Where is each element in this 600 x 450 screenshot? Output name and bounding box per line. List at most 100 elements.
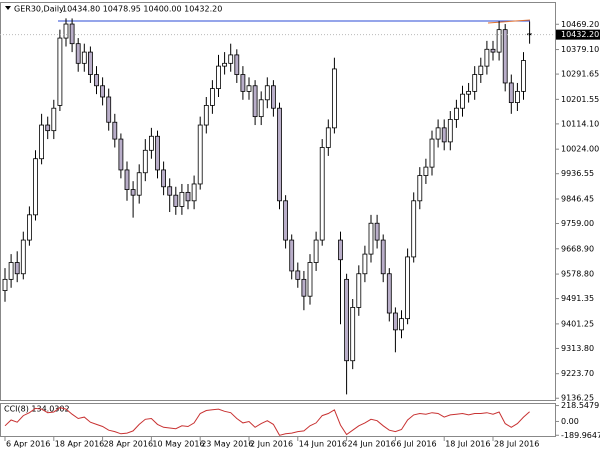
candle-body [270,85,276,109]
candle-body [429,138,435,168]
candle-body [246,85,252,92]
candle-body [405,256,411,320]
candle-body [478,65,484,75]
candle-body [161,169,167,188]
candle-body [362,253,368,275]
candle-body [508,82,514,104]
candle-body [435,127,441,140]
candle-body [45,124,51,132]
x-tick-label: 14 Jun 2016 [299,440,347,449]
main-panel [0,2,556,401]
candle-body [240,74,246,92]
candle-body [301,278,307,297]
y-tick-label: 10114.10 [561,119,599,128]
candle-body [466,90,472,95]
candle-body [130,189,136,196]
candle-body [8,262,14,280]
symbol: GER30,Daily [14,5,64,14]
candle-body [203,105,209,126]
candle-body [124,169,130,190]
candle-body [460,93,465,109]
candle-body [350,307,356,362]
candle-body [88,51,93,75]
candle-body [234,54,240,75]
candle-body [325,127,331,148]
indicator-tick-label: -189.9647 [561,431,600,440]
candle-body [173,194,179,207]
x-tick-label: 6 Apr 2016 [6,440,50,449]
candle-body [112,121,118,140]
candle-body [252,85,258,118]
y-tick-label: 9936.55 [561,169,594,178]
ohlc-header: 10434.80 10478.95 10400.00 10432.20 [62,5,222,14]
y-tick-label: 10469.20 [561,20,599,29]
indicator-line [4,407,530,436]
candle-body [39,124,44,160]
candle-body [417,175,423,202]
candle-body [75,43,81,64]
y-tick-label: 9136.25 [561,394,594,403]
candle-body [57,37,63,106]
x-tick-label: 2 Jun 2016 [250,440,293,449]
candle-body [447,119,453,143]
candle-body [313,239,319,263]
candle-body [423,166,429,176]
candle-body [106,96,112,123]
candle-body [277,107,282,202]
candle-body [338,239,343,261]
candle-body [2,278,8,291]
candle-body [14,262,20,275]
candle-body [289,239,295,272]
candle-body [216,65,221,89]
candle-body [222,62,228,67]
candle-body [515,90,520,104]
y-tick-label: 10201.55 [561,95,599,104]
x-tick-label: 10 May 2016 [152,440,204,449]
candle-body [472,74,478,92]
candle-body [411,200,417,258]
candle-body [69,23,75,45]
current-price-box [556,29,600,40]
y-tick-label: 9313.80 [561,344,594,353]
y-tick-label: 9578.80 [561,270,594,279]
candle-body [118,138,124,171]
y-tick-label: 10379.10 [561,45,599,54]
candle-body [264,85,270,101]
candle-body [142,149,148,174]
candle-body [283,200,289,241]
x-tick-label: 6 Jul 2016 [396,440,436,449]
candle-body [228,54,234,64]
candle-body [368,222,374,255]
collapse-icon[interactable] [5,6,11,10]
y-tick-label: 9759.00 [561,219,594,228]
current-price-label: 10432.20 [561,30,599,39]
candle-body [258,99,264,118]
candle-body [490,48,496,53]
candle-body [167,186,173,196]
candle-body [344,278,350,362]
trend-line [487,19,531,24]
candle-body [209,88,215,106]
candle-body [94,74,99,87]
candle-body [136,172,142,196]
indicator-tick-label: 0.00 [561,417,579,426]
candle-body [179,191,185,207]
candle-body [331,68,337,129]
x-tick-label: 28 Apr 2016 [104,440,153,449]
candle-body [392,312,398,331]
y-tick-label: 9401.25 [561,319,594,328]
candle-body [441,127,447,143]
candle-body [51,107,57,132]
indicator-tick-label: 218.5479 [561,401,599,410]
y-tick-label: 9668.90 [561,244,594,253]
candle-body [307,262,313,297]
candle-body [380,239,386,275]
candle-body [81,51,87,64]
candle-body [386,273,392,314]
x-tick-label: 28 Jul 2016 [494,440,539,449]
candle-body [63,23,69,39]
x-tick-label: 18 Jul 2016 [445,440,490,449]
candle-body [399,318,404,331]
candle-body [191,183,197,202]
candle-body [374,222,380,241]
